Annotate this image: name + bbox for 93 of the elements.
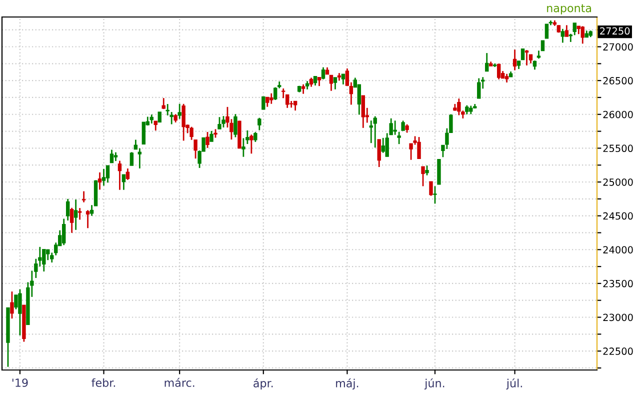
candlestick — [218, 116, 222, 130]
candlestick — [78, 207, 82, 220]
candlestick — [10, 290, 14, 320]
candlestick — [162, 97, 166, 110]
candlestick — [313, 76, 318, 86]
candlestick — [520, 48, 525, 60]
x-tick-label: júl. — [506, 378, 522, 390]
candlestick — [222, 115, 226, 128]
candlestick — [373, 116, 377, 148]
candlestick — [361, 94, 365, 129]
candlestick — [42, 248, 46, 272]
y-tick-label: 22500 — [603, 348, 633, 355]
candlestick — [14, 294, 18, 310]
candlestick — [130, 151, 134, 166]
candlestick — [106, 165, 110, 184]
y-tick-label: 26000 — [603, 110, 633, 118]
candlestick — [425, 164, 429, 176]
candlestick — [572, 22, 577, 36]
candlestick — [210, 130, 214, 142]
x-tick-label: márc. — [164, 378, 194, 387]
candlestick — [254, 131, 258, 143]
candlestick — [301, 84, 306, 95]
candlestick — [62, 218, 66, 246]
text: naponta — [547, 4, 591, 14]
y-tick-label: 23500 — [603, 280, 633, 288]
candlestick — [309, 77, 314, 88]
candlestick — [429, 181, 433, 196]
x-tick-label: febr. — [92, 378, 116, 387]
candlestick — [321, 66, 326, 80]
candlestick — [18, 288, 22, 336]
candlestick — [496, 62, 501, 80]
candlestick — [82, 190, 86, 203]
candlestick — [266, 96, 270, 108]
x-tick-label: ápr. — [254, 378, 273, 390]
candlestick — [477, 78, 481, 99]
x-tick-label: jún. — [424, 378, 444, 390]
candlestick — [381, 137, 385, 154]
candlestick — [166, 103, 170, 116]
candlestick — [421, 166, 425, 187]
candlestick — [532, 60, 537, 70]
candlestick — [138, 148, 142, 170]
candlestick — [580, 26, 584, 44]
candlestick — [417, 136, 421, 160]
candlestick — [544, 24, 549, 39]
y-tick-label: 23000 — [603, 314, 633, 322]
candlestick — [98, 172, 102, 190]
y-tick-label: 24000 — [603, 246, 633, 254]
candlestick — [377, 139, 381, 168]
candlestick — [122, 174, 126, 191]
candlestick — [393, 120, 397, 136]
candlestick — [110, 149, 114, 164]
x-tick-label: '19 — [12, 378, 28, 387]
candlestick — [102, 168, 106, 186]
candlestick — [70, 207, 74, 234]
candlestick — [357, 84, 362, 116]
candlestick — [258, 117, 262, 131]
candlestick — [242, 137, 246, 158]
candlestick — [126, 168, 130, 181]
candlestick — [341, 74, 346, 86]
candlestick — [524, 49, 529, 66]
candlestick — [433, 186, 437, 204]
candlestick — [560, 28, 565, 44]
candlestick — [250, 134, 254, 154]
candlestick — [118, 160, 122, 191]
candlestick — [512, 48, 517, 71]
candlestick — [369, 120, 373, 144]
candlestick — [389, 118, 393, 136]
candlestick — [293, 100, 298, 112]
y-tick-label: 27000 — [603, 43, 633, 51]
candlestick — [401, 120, 405, 132]
y-tick-label: 25500 — [603, 144, 633, 152]
y-tick-label: 26500 — [603, 77, 633, 84]
candlestick — [74, 198, 78, 231]
candlestick — [329, 74, 334, 92]
candlestick — [333, 76, 338, 90]
y-tick-label: 24500 — [603, 212, 633, 220]
candlestick — [154, 120, 158, 132]
candlestick — [270, 92, 274, 105]
candlestick — [206, 131, 210, 149]
candlestick — [485, 52, 489, 72]
text: 27250 — [600, 27, 630, 35]
candlestick — [564, 24, 569, 38]
candlestick — [66, 198, 70, 222]
candlestick — [178, 103, 182, 120]
candlestick — [182, 103, 186, 142]
y-tick-label: 25000 — [603, 178, 633, 186]
x-tick-label: máj. — [336, 378, 358, 390]
candlestick — [86, 209, 90, 229]
candlestick — [234, 113, 238, 138]
candlestick — [397, 131, 401, 145]
candlestick — [158, 112, 162, 122]
candlestick — [262, 96, 266, 110]
candlestick — [457, 98, 461, 116]
